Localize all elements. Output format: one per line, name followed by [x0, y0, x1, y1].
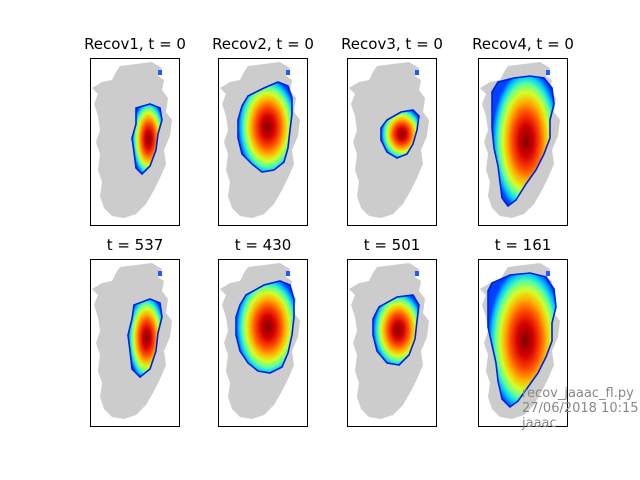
- axes-frame: [218, 259, 308, 427]
- panel-title: Recov1, t = 0: [84, 35, 186, 53]
- ice-islet: [158, 271, 162, 276]
- watermark-timestamp: 27/06/2018 10:15: [522, 401, 639, 416]
- axes-frame: [347, 259, 437, 427]
- map-panel-3: Recov3, t = 0: [341, 35, 443, 226]
- ice-islet: [415, 70, 419, 75]
- panel-title: t = 537: [107, 236, 164, 254]
- ice-thickness-field: [380, 109, 420, 159]
- ice-islet: [286, 271, 290, 276]
- map-panel-1: Recov1, t = 0: [84, 35, 186, 226]
- ice-islet: [415, 271, 419, 276]
- panel-title: Recov4, t = 0: [472, 35, 574, 53]
- panel-title: t = 501: [364, 236, 421, 254]
- panel-title: Recov2, t = 0: [212, 35, 314, 53]
- ice-thickness-field: [235, 280, 295, 374]
- script-watermark: recov_jaaac_fl.py 27/06/2018 10:15 jaaac: [522, 386, 639, 431]
- ice-islet: [158, 70, 162, 75]
- map-panel-6: t = 430: [218, 236, 308, 427]
- axes-frame: [90, 58, 180, 226]
- ice-thickness-field: [487, 272, 557, 409]
- map-panel-5: t = 537: [90, 236, 180, 427]
- watermark-user: jaaac: [522, 416, 557, 431]
- panel-title: Recov3, t = 0: [341, 35, 443, 53]
- panel-title: t = 161: [495, 236, 552, 254]
- map-panel-4: Recov4, t = 0: [472, 35, 574, 226]
- ice-islet: [546, 271, 550, 276]
- ice-thickness-field: [131, 103, 163, 176]
- map-panel-2: Recov2, t = 0: [212, 35, 314, 226]
- axes-frame: [218, 58, 308, 226]
- axes-frame: [478, 259, 568, 427]
- panel-title: t = 430: [235, 236, 292, 254]
- map-panel-8: t = 161: [478, 236, 568, 427]
- axes-frame: [478, 58, 568, 226]
- ice-thickness-field: [237, 81, 293, 173]
- map-panel-7: t = 501: [347, 236, 437, 427]
- ice-thickness-field: [127, 298, 163, 379]
- axes-frame: [347, 58, 437, 226]
- ice-islet: [546, 70, 550, 75]
- watermark-filename: recov_jaaac_fl.py: [522, 386, 634, 401]
- ice-thickness-field: [491, 75, 555, 208]
- ice-thickness-field: [372, 294, 420, 366]
- axes-frame: [90, 259, 180, 427]
- ice-islet: [286, 70, 290, 75]
